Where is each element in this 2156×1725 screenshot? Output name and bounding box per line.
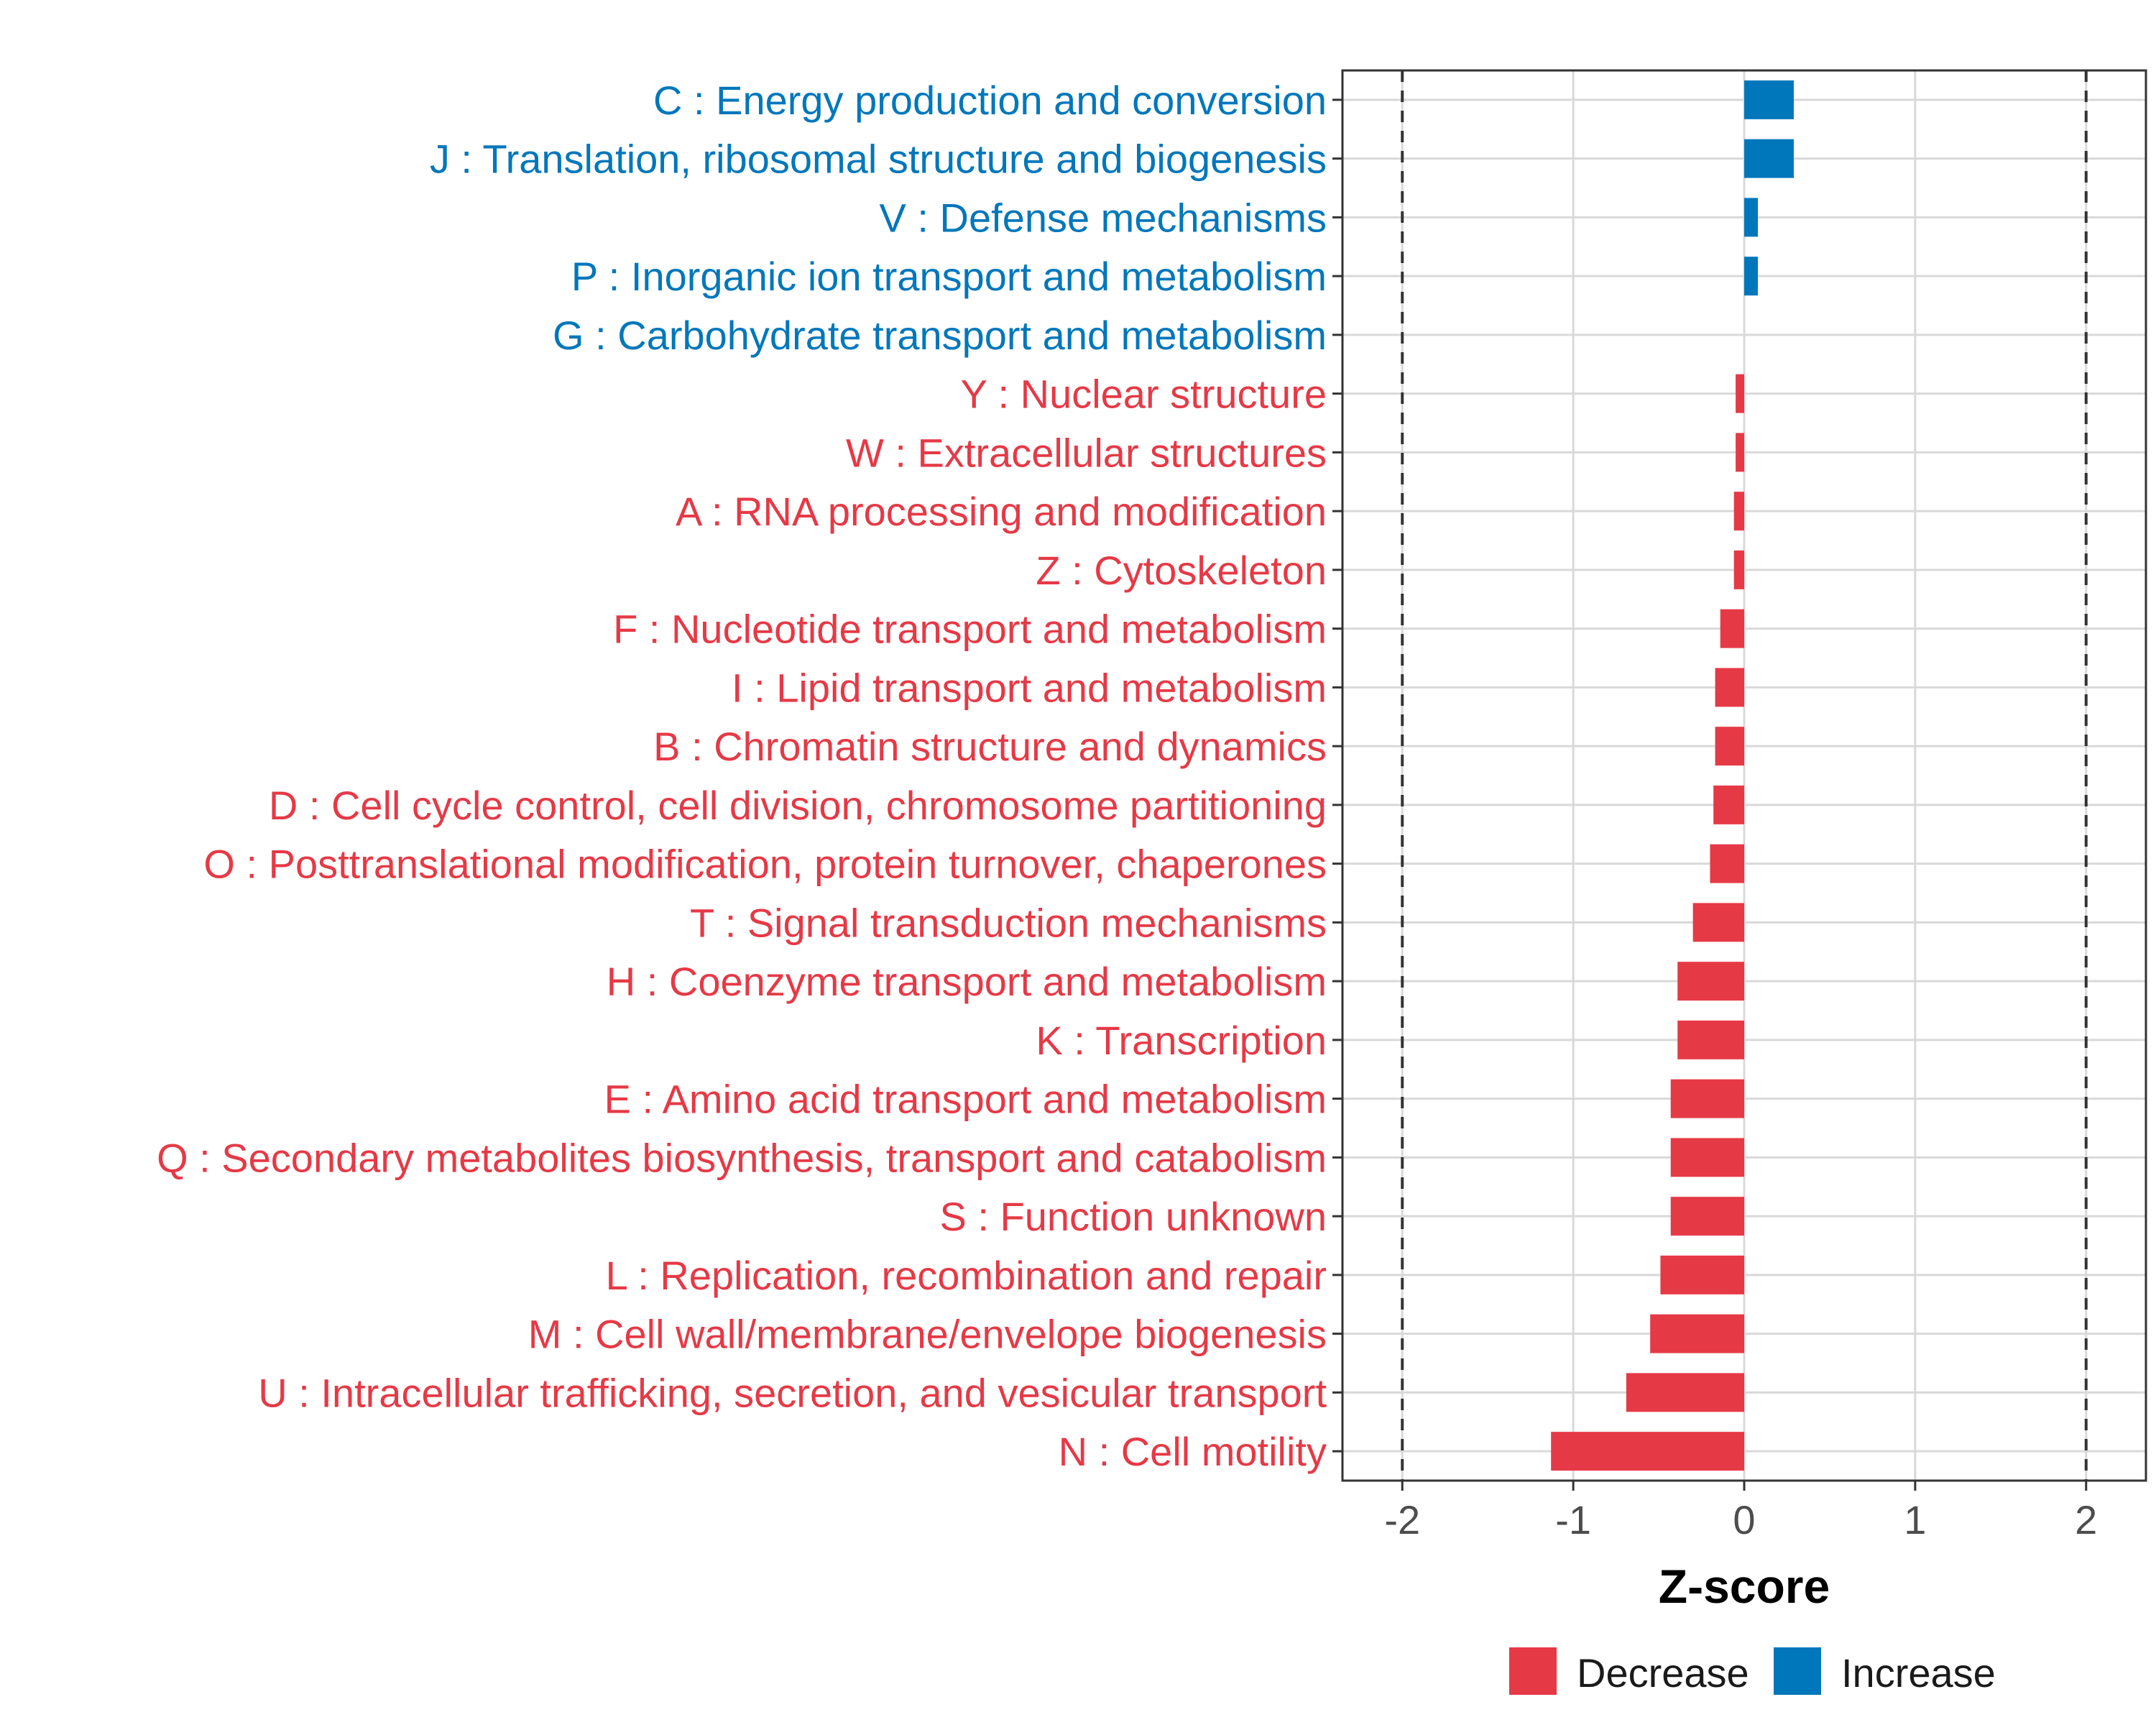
bar (1713, 785, 1744, 824)
category-label: W : Extracellular structures (846, 430, 1327, 475)
category-label: V : Defense mechanisms (880, 195, 1327, 240)
category-label: H : Coenzyme transport and metabolism (607, 959, 1327, 1004)
bar (1744, 198, 1759, 237)
bar (1744, 80, 1794, 119)
category-label: B : Chromatin structure and dynamics (653, 724, 1327, 769)
x-tick-label: -1 (1555, 1497, 1591, 1542)
category-label: G : Carbohydrate transport and metabolis… (553, 313, 1327, 358)
category-label: U : Intracellular trafficking, secretion… (258, 1370, 1327, 1415)
category-label: Q : Secondary metabolites biosynthesis, … (157, 1135, 1327, 1180)
bar (1650, 1314, 1744, 1353)
bar (1715, 727, 1744, 766)
reference-lines (1401, 70, 2088, 1481)
legend-key-increase (1774, 1647, 1821, 1695)
category-label: N : Cell motility (1059, 1429, 1327, 1474)
category-label: L : Replication, recombination and repai… (606, 1253, 1327, 1298)
bar (1736, 433, 1744, 472)
bar (1677, 1020, 1744, 1059)
bar (1744, 257, 1759, 296)
category-label: A : RNA processing and modification (676, 489, 1327, 534)
category-label: T : Signal transduction mechanisms (690, 900, 1327, 945)
category-label: S : Function unknown (939, 1194, 1327, 1239)
category-label: P : Inorganic ion transport and metaboli… (571, 254, 1327, 299)
bar (1670, 1197, 1744, 1236)
bar (1692, 903, 1744, 942)
bar (1670, 1138, 1744, 1177)
bar (1744, 139, 1794, 178)
bar (1551, 1432, 1744, 1471)
legend-label-increase: Increase (1841, 1650, 1996, 1696)
x-tick-label: -2 (1384, 1497, 1420, 1542)
bar (1733, 550, 1744, 589)
category-label: F : Nucleotide transport and metabolism (613, 607, 1327, 652)
bar (1733, 492, 1744, 531)
x-tick-label: 2 (2075, 1497, 2097, 1542)
legend-key-decrease (1509, 1647, 1557, 1695)
x-axis-title: Z-score (1659, 1560, 1830, 1613)
bar (1660, 1255, 1744, 1294)
category-label: Y : Nuclear structure (961, 372, 1327, 417)
legend: Decrease Increase (1509, 1647, 1996, 1696)
x-tick-label: 0 (1733, 1497, 1755, 1542)
category-label: D : Cell cycle control, cell division, c… (269, 783, 1327, 828)
bar (1677, 962, 1744, 1001)
category-label: E : Amino acid transport and metabolism (604, 1077, 1327, 1122)
category-labels: C : Energy production and conversion J : … (157, 78, 1327, 1474)
category-label: J : Translation, ribosomal structure and… (430, 137, 1327, 182)
category-label: I : Lipid transport and metabolism (732, 665, 1327, 710)
bar (1720, 609, 1744, 648)
category-label: M : Cell wall/membrane/envelope biogenes… (528, 1312, 1327, 1357)
bars (1551, 80, 1794, 1471)
bar (1670, 1079, 1744, 1118)
bar (1710, 844, 1744, 883)
legend-label-decrease: Decrease (1577, 1650, 1749, 1696)
category-label: O : Posttranslational modification, prot… (203, 842, 1327, 887)
category-label: C : Energy production and conversion (653, 78, 1327, 123)
x-axis-ticks: -2 -1 0 1 2 (1384, 1481, 2097, 1542)
bar (1736, 374, 1744, 413)
bar (1715, 668, 1744, 707)
x-tick-label: 1 (1904, 1497, 1926, 1542)
category-label: K : Transcription (1036, 1018, 1327, 1063)
y-axis-ticks (1332, 98, 1342, 1453)
category-label: Z : Cytoskeleton (1036, 548, 1327, 593)
bar (1626, 1373, 1744, 1412)
